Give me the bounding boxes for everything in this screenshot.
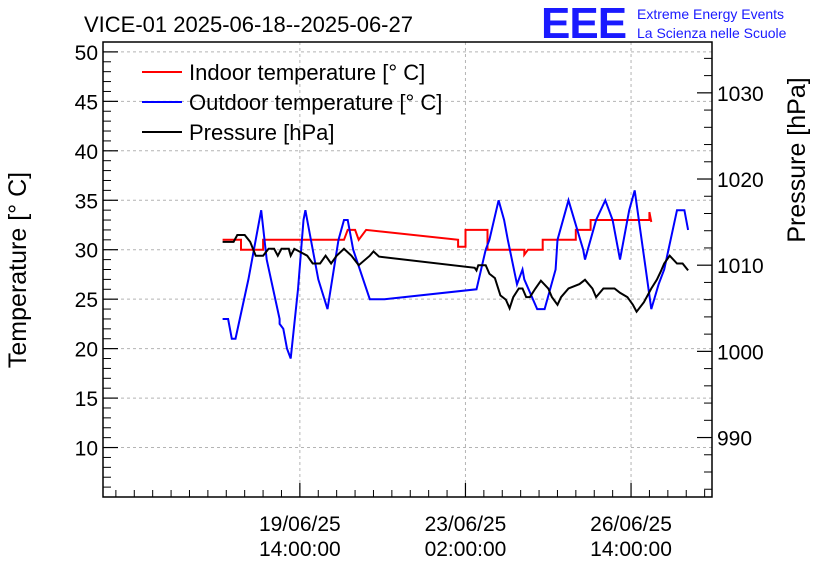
y-tick-label: 40 [75,141,98,164]
grid [103,42,712,497]
eee-logo-mark: EEE [541,0,626,48]
x-tick-date: 19/06/25 [259,513,341,536]
legend-label-indoor: Indoor temperature [° C] [189,60,425,85]
legend: Indoor temperature [° C] Outdoor tempera… [142,60,442,145]
y-tick-label: 10 [75,438,98,461]
y-tick-label: 20 [75,339,98,362]
chart-title: VICE-01 2025-06-18--2025-06-27 [84,12,413,37]
series-line-1 [222,190,690,359]
x-tick-time: 14:00:00 [259,538,341,561]
eee-logo: EEE Extreme Energy Events La Scienza nel… [541,0,787,48]
y-tick-label: 50 [75,42,98,65]
y-tick-label: 30 [75,240,98,263]
y-tick-label: 45 [75,91,98,114]
y2-tick-label: 1020 [717,169,764,192]
y-axis-label: Temperature [° C] [4,172,32,368]
eee-logo-line1: Extreme Energy Events [637,6,784,22]
y2-tick-label: 1000 [717,341,764,364]
y2-axis-label: Pressure [hPa] [783,77,811,242]
y-tick-label: 35 [75,190,98,213]
y-tick-label: 15 [75,388,98,411]
series-line-0 [222,211,653,258]
x-tick-time: 14:00:00 [590,538,672,561]
y2-tick-label: 1030 [717,83,764,106]
y-tick-label: 25 [75,289,98,312]
series-layer [222,190,690,359]
x-tick-date: 23/06/25 [425,513,507,536]
x-tick-date: 26/06/25 [590,513,672,536]
axes: 10 15 20 25 30 35 40 45 50 990 1000 1010 1020 1030 19/… [75,41,764,561]
y2-tick-label: 990 [717,428,752,451]
x-tick-time: 02:00:00 [425,538,507,561]
y2-tick-label: 1010 [717,255,764,278]
series-line-2 [222,234,689,314]
legend-label-pressure: Pressure [hPa] [189,120,335,145]
legend-label-outdoor: Outdoor temperature [° C] [189,90,442,115]
eee-logo-line2: La Scienza nelle Scuole [637,25,787,41]
